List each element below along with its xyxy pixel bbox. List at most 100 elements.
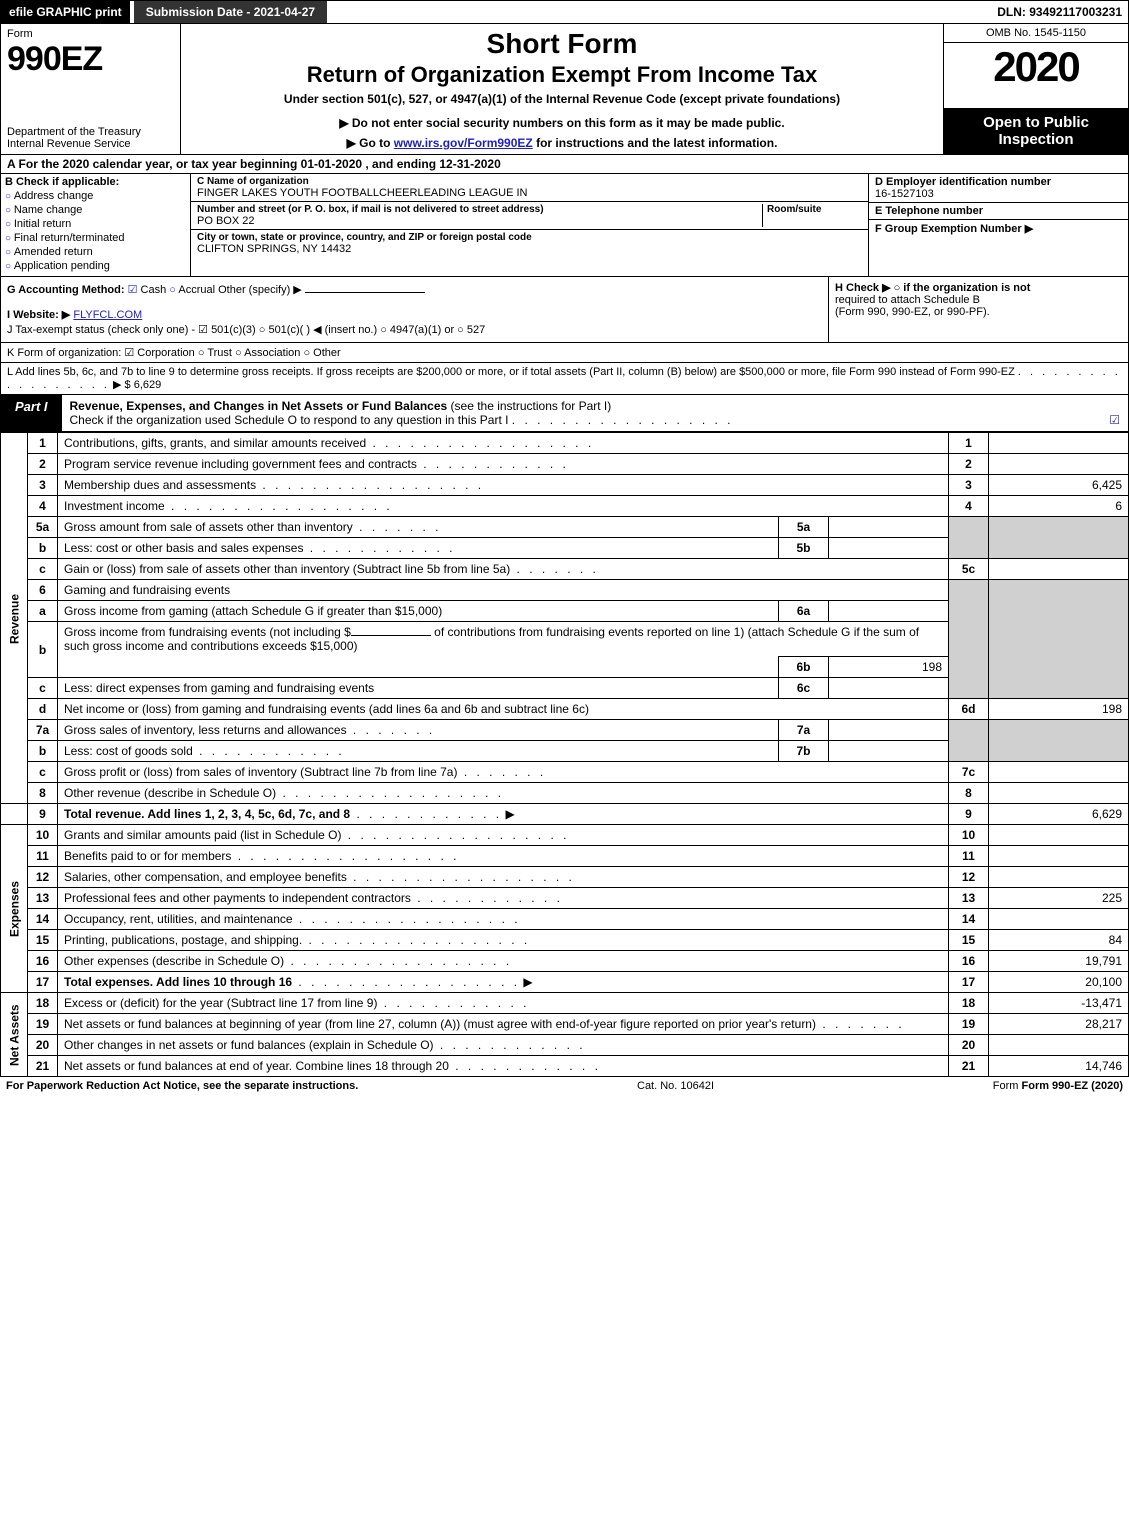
part1-tab: Part I [1,395,62,431]
line-val: 84 [989,930,1129,951]
contrib-input[interactable] [351,635,431,636]
table-row: 7a Gross sales of inventory, less return… [1,720,1129,741]
line-desc: Professional fees and other payments to … [58,888,949,909]
form-ref: Form Form 990-EZ (2020) [993,1080,1123,1092]
schedule-o-checkbox[interactable] [1109,413,1120,427]
line-ref: 6d [949,699,989,720]
line-ref: 9 [949,804,989,825]
checkbox-initial-return[interactable]: Initial return [5,218,186,230]
omb-number: OMB No. 1545-1150 [944,24,1128,43]
line-val: 6,629 [989,804,1129,825]
line-val: 28,217 [989,1014,1129,1035]
sub-ref: 7a [779,720,829,741]
line-num: b [28,538,58,559]
line-val [989,762,1129,783]
table-row: 12 Salaries, other compensation, and emp… [1,867,1129,888]
line-val: 20,100 [989,972,1129,993]
form-header: Form 990EZ Department of the Treasury In… [0,24,1129,155]
checkbox-application-pending[interactable]: Application pending [5,260,186,272]
checkbox-final-return[interactable]: Final return/terminated [5,232,186,244]
shaded-cell [949,720,989,762]
room-label: Room/suite [767,204,862,215]
line-desc: Net assets or fund balances at beginning… [58,1014,949,1035]
section-h-line2: required to attach Schedule B [835,294,1122,306]
line-num: 8 [28,783,58,804]
line-desc: Benefits paid to or for members [58,846,949,867]
website-link[interactable]: FLYFCL.COM [73,309,142,321]
line-num: 21 [28,1056,58,1077]
line-val [989,783,1129,804]
table-row: 9 Total revenue. Add lines 1, 2, 3, 4, 5… [1,804,1129,825]
open-public-badge: Open to Public Inspection [944,108,1128,154]
line-desc: Net income or (loss) from gaming and fun… [58,699,949,720]
other-specify: Other (specify) ▶ [218,284,302,296]
line-desc: Total revenue. Add lines 1, 2, 3, 4, 5c,… [58,804,949,825]
sub-ref: 7b [779,741,829,762]
line-ref: 5c [949,559,989,580]
line-desc: Contributions, gifts, grants, and simila… [58,433,949,454]
table-row: 15 Printing, publications, postage, and … [1,930,1129,951]
other-specify-input[interactable] [305,292,425,293]
table-row: 5a Gross amount from sale of assets othe… [1,517,1129,538]
line-ref: 17 [949,972,989,993]
line-ref: 4 [949,496,989,517]
section-l: L Add lines 5b, 6c, and 7b to line 9 to … [0,363,1129,395]
line-desc: Other changes in net assets or fund bala… [58,1035,949,1056]
section-l-text: L Add lines 5b, 6c, and 7b to line 9 to … [7,366,1015,378]
line-val: 19,791 [989,951,1129,972]
part1-table: Revenue 1 Contributions, gifts, grants, … [0,432,1129,1077]
line-ref: 8 [949,783,989,804]
cash-checkbox[interactable]: Cash [128,284,167,296]
checkbox-amended-return[interactable]: Amended return [5,246,186,258]
table-row: c Gross profit or (loss) from sales of i… [1,762,1129,783]
section-l-value: ▶ $ 6,629 [113,379,161,391]
table-row: Revenue 1 Contributions, gifts, grants, … [1,433,1129,454]
line-num: d [28,699,58,720]
goto-post: for instructions and the latest informat… [533,136,778,150]
section-j: J Tax-exempt status (check only one) - ☑… [7,323,822,336]
line-desc: Program service revenue including govern… [58,454,949,475]
dept-treasury: Department of the Treasury Internal Reve… [7,126,174,150]
phone-label: E Telephone number [875,205,1122,217]
table-row: 4 Investment income 4 6 [1,496,1129,517]
calendar-year-row: A For the 2020 calendar year, or tax yea… [0,155,1129,174]
gh-block: G Accounting Method: Cash Accrual Other … [0,277,1129,343]
irs-link[interactable]: www.irs.gov/Form990EZ [394,136,533,150]
ssn-notice: ▶ Do not enter social security numbers o… [189,116,935,130]
under-section-text: Under section 501(c), 527, or 4947(a)(1)… [189,92,935,106]
group-exemption-label: F Group Exemption Number ▶ [875,222,1122,235]
sub-ref: 5b [779,538,829,559]
line-ref: 20 [949,1035,989,1056]
city-row: City or town, state or province, country… [191,230,868,257]
checkbox-name-change[interactable]: Name change [5,204,186,216]
cat-number: Cat. No. 10642I [637,1080,714,1092]
line-desc: Less: cost or other basis and sales expe… [58,538,779,559]
table-row: 20 Other changes in net assets or fund b… [1,1035,1129,1056]
website-label: I Website: ▶ [7,309,70,321]
line-num: 18 [28,993,58,1014]
shaded-cell [949,580,989,699]
goto-pre: ▶ Go to [347,136,394,150]
line-val [989,454,1129,475]
section-h: H Check ▶ ○ if the organization is not r… [828,277,1128,342]
line-num: 10 [28,825,58,846]
line-num: 17 [28,972,58,993]
line-num: b [28,622,58,678]
top-bar: efile GRAPHIC print Submission Date - 20… [0,0,1129,24]
section-c: C Name of organization FINGER LAKES YOUT… [191,174,868,276]
info-block: B Check if applicable: Address change Na… [0,174,1129,277]
line-num: c [28,762,58,783]
return-title: Return of Organization Exempt From Incom… [189,62,935,88]
section-e: E Telephone number [869,203,1128,220]
section-b: B Check if applicable: Address change Na… [1,174,191,276]
city-label: City or town, state or province, country… [197,232,862,243]
checkbox-address-change[interactable]: Address change [5,190,186,202]
line-num: 7a [28,720,58,741]
accrual-checkbox[interactable]: Accrual [169,284,215,296]
sub-val [829,538,949,559]
org-name-value: FINGER LAKES YOUTH FOOTBALLCHEERLEADING … [197,187,862,199]
line-num: c [28,678,58,699]
sub-val [829,720,949,741]
table-row: c Gain or (loss) from sale of assets oth… [1,559,1129,580]
efile-print-button[interactable]: efile GRAPHIC print [1,1,130,23]
